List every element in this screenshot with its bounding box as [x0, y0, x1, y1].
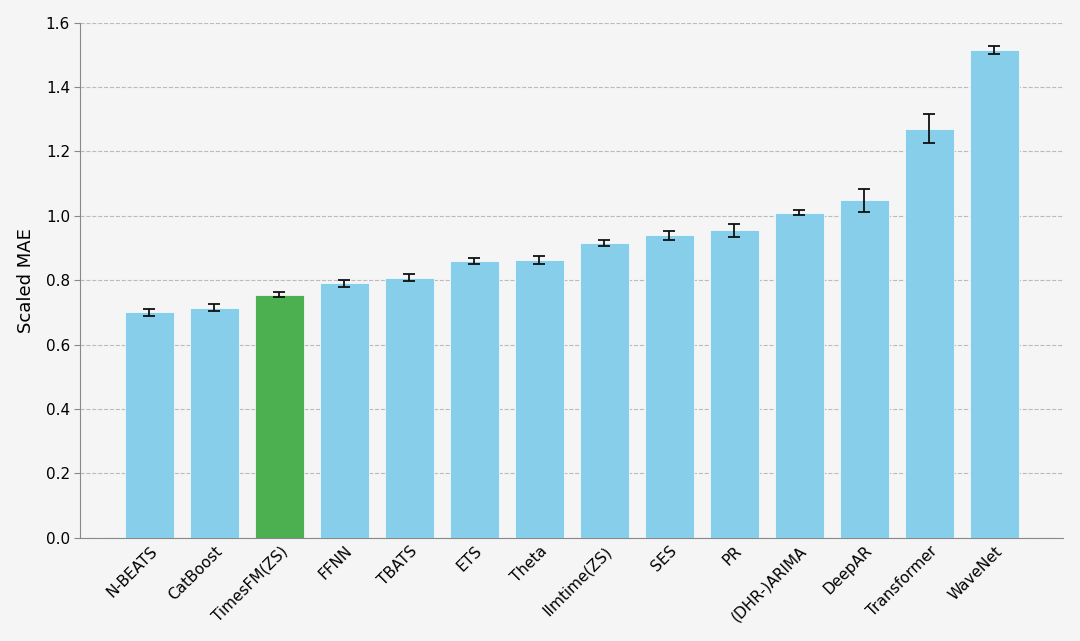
Bar — [125, 312, 174, 538]
Bar — [386, 278, 434, 538]
Bar — [255, 295, 303, 538]
Bar — [645, 235, 693, 538]
Bar — [710, 230, 759, 538]
Bar — [840, 201, 889, 538]
Bar — [190, 308, 239, 538]
Bar — [320, 283, 368, 538]
Bar — [580, 243, 629, 538]
Bar — [775, 213, 824, 538]
Bar — [970, 50, 1018, 538]
Y-axis label: Scaled MAE: Scaled MAE — [16, 228, 35, 333]
Bar — [450, 261, 499, 538]
Bar — [905, 129, 954, 538]
Bar — [515, 260, 564, 538]
